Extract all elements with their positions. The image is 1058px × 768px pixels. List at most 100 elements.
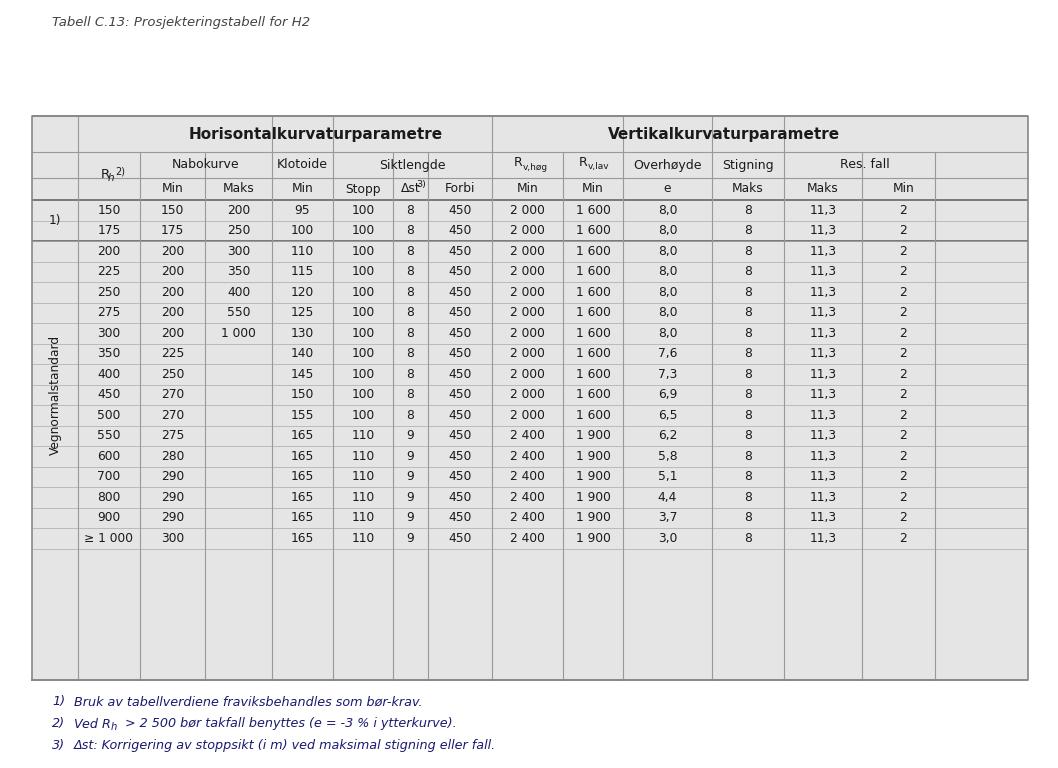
Text: 8: 8	[744, 347, 752, 360]
Text: 450: 450	[449, 531, 472, 545]
Text: ≥ 1 000: ≥ 1 000	[85, 531, 133, 545]
Text: 1 600: 1 600	[576, 368, 610, 381]
Text: 280: 280	[161, 450, 184, 463]
Text: 1 900: 1 900	[576, 429, 610, 442]
Text: 165: 165	[291, 511, 314, 525]
Text: 900: 900	[97, 511, 121, 525]
Text: 2: 2	[899, 409, 908, 422]
Text: > 2 500 bør takfall benyttes (e = -3 % i ytterkurve).: > 2 500 bør takfall benyttes (e = -3 % i…	[121, 717, 457, 730]
Text: 290: 290	[161, 491, 184, 504]
Text: 2: 2	[899, 368, 908, 381]
Text: 1 600: 1 600	[576, 245, 610, 258]
Text: 11,3: 11,3	[809, 306, 837, 319]
Text: 125: 125	[291, 306, 314, 319]
Text: 11,3: 11,3	[809, 326, 837, 339]
Text: 2 000: 2 000	[510, 306, 545, 319]
Text: 1 600: 1 600	[576, 286, 610, 299]
Text: R: R	[101, 168, 110, 181]
Text: 8,0: 8,0	[658, 306, 677, 319]
Text: 2: 2	[899, 326, 908, 339]
Text: Stopp: Stopp	[345, 183, 381, 196]
Text: 1 900: 1 900	[576, 491, 610, 504]
Text: 8: 8	[406, 347, 415, 360]
Text: 250: 250	[97, 286, 121, 299]
Text: 8: 8	[744, 306, 752, 319]
Text: 200: 200	[97, 245, 121, 258]
Text: 9: 9	[406, 511, 415, 525]
Text: 450: 450	[449, 224, 472, 237]
Text: 450: 450	[449, 450, 472, 463]
Text: 2): 2)	[115, 167, 125, 177]
Text: 115: 115	[291, 265, 314, 278]
Text: Bruk av tabellverdiene fraviksbehandles som bør-krav.: Bruk av tabellverdiene fraviksbehandles …	[74, 696, 422, 709]
Text: 300: 300	[97, 326, 121, 339]
Text: 400: 400	[226, 286, 250, 299]
Text: 8: 8	[406, 306, 415, 319]
Text: 2 000: 2 000	[510, 245, 545, 258]
Text: Min: Min	[893, 183, 914, 196]
Text: Horisontalkurvaturparametre: Horisontalkurvaturparametre	[189, 127, 443, 141]
Text: 8: 8	[744, 204, 752, 217]
Text: 2: 2	[899, 265, 908, 278]
Text: Vertikalkurvaturparametre: Vertikalkurvaturparametre	[607, 127, 840, 141]
Text: 165: 165	[291, 429, 314, 442]
Text: h: h	[108, 173, 114, 183]
Text: 2): 2)	[52, 717, 66, 730]
Text: 2 400: 2 400	[510, 470, 545, 483]
Text: 11,3: 11,3	[809, 368, 837, 381]
Text: 11,3: 11,3	[809, 470, 837, 483]
Text: 1 600: 1 600	[576, 306, 610, 319]
Text: 600: 600	[97, 450, 121, 463]
Text: 450: 450	[97, 389, 121, 401]
Text: 2 400: 2 400	[510, 491, 545, 504]
Text: 450: 450	[449, 389, 472, 401]
Text: 9: 9	[406, 450, 415, 463]
Text: 8: 8	[744, 368, 752, 381]
Text: 1): 1)	[52, 696, 66, 709]
Text: 8: 8	[406, 326, 415, 339]
Text: 2: 2	[899, 491, 908, 504]
Text: 5,8: 5,8	[658, 450, 677, 463]
Text: 9: 9	[406, 491, 415, 504]
Text: 1 600: 1 600	[576, 265, 610, 278]
Text: 450: 450	[449, 347, 472, 360]
Text: 8: 8	[406, 204, 415, 217]
Text: 4,4: 4,4	[658, 491, 677, 504]
Text: Overhøyde: Overhøyde	[634, 158, 701, 171]
Text: 450: 450	[449, 409, 472, 422]
Text: 100: 100	[351, 286, 375, 299]
Text: Δst: Korrigering av stoppsikt (i m) ved maksimal stigning eller fall.: Δst: Korrigering av stoppsikt (i m) ved …	[74, 740, 496, 753]
Text: 250: 250	[161, 368, 184, 381]
Text: 450: 450	[449, 245, 472, 258]
Text: 450: 450	[449, 286, 472, 299]
Text: Maks: Maks	[222, 183, 254, 196]
Text: v,lav: v,lav	[588, 163, 609, 171]
Text: 450: 450	[449, 204, 472, 217]
Text: 450: 450	[449, 491, 472, 504]
Text: 225: 225	[97, 265, 121, 278]
Text: 450: 450	[449, 368, 472, 381]
Text: Min: Min	[582, 183, 604, 196]
Text: 2 400: 2 400	[510, 450, 545, 463]
Text: 8: 8	[744, 326, 752, 339]
Text: Maks: Maks	[732, 183, 764, 196]
Text: 1 900: 1 900	[576, 450, 610, 463]
Text: 8,0: 8,0	[658, 265, 677, 278]
Text: Min: Min	[162, 183, 183, 196]
Text: 150: 150	[291, 389, 314, 401]
Text: 550: 550	[97, 429, 121, 442]
Text: 200: 200	[161, 265, 184, 278]
Text: 225: 225	[161, 347, 184, 360]
Text: 110: 110	[351, 470, 375, 483]
Text: 2: 2	[899, 204, 908, 217]
Text: 100: 100	[351, 204, 375, 217]
Text: 8: 8	[744, 409, 752, 422]
Text: 400: 400	[97, 368, 121, 381]
Text: 2: 2	[899, 429, 908, 442]
Text: 155: 155	[291, 409, 314, 422]
Bar	[32, 116, 1028, 680]
Text: 8: 8	[406, 245, 415, 258]
Text: 11,3: 11,3	[809, 224, 837, 237]
Text: 150: 150	[161, 204, 184, 217]
Text: 8,0: 8,0	[658, 224, 677, 237]
